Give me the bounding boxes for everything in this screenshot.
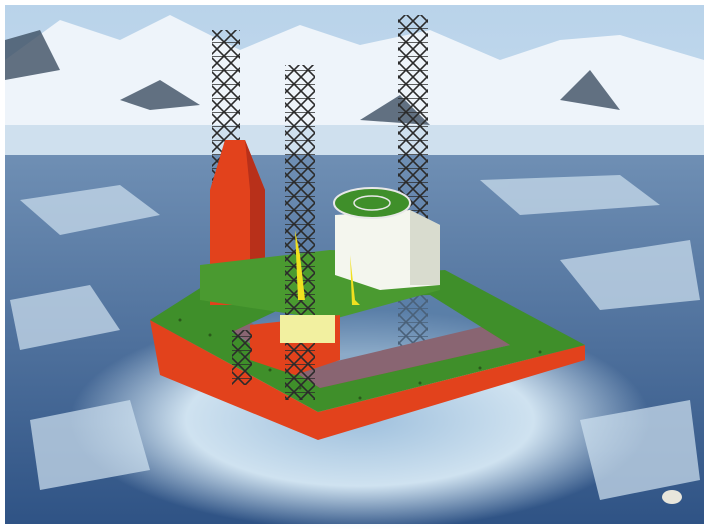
module-shade (410, 210, 440, 285)
crane (350, 255, 360, 305)
deck-rivets (178, 318, 542, 400)
rig-leg (285, 65, 315, 400)
leg-housing (280, 315, 335, 343)
hull-side (150, 320, 585, 440)
polar-bear (662, 490, 682, 504)
mountains (5, 15, 704, 150)
helipad-marking (353, 195, 391, 211)
helipad (333, 187, 411, 219)
glacier (5, 125, 704, 155)
rock-outcrops (5, 30, 620, 125)
crane (295, 230, 305, 300)
rig-leg-lower (232, 330, 252, 385)
